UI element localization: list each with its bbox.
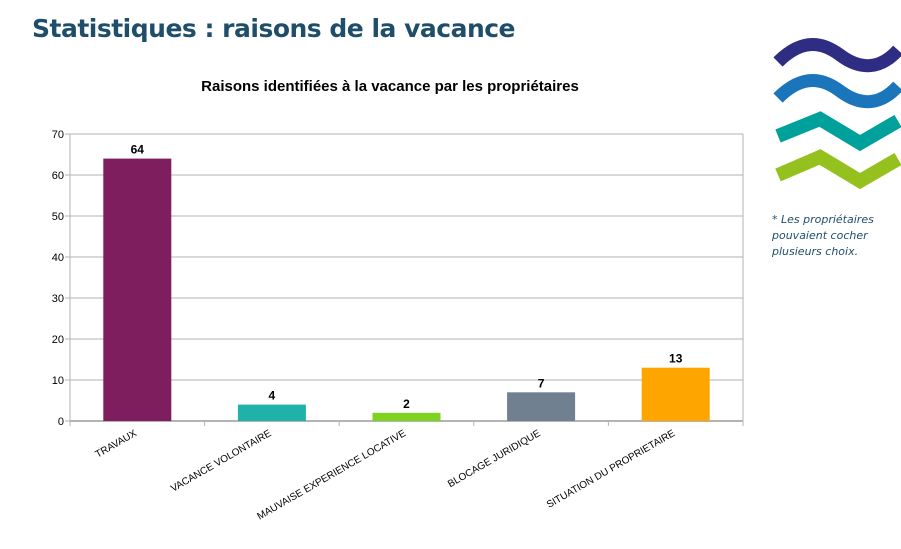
category-label: MAUVAISE EXPERIENCE LOCATIVE xyxy=(256,428,409,523)
category-label: TRAVAUX xyxy=(94,428,139,461)
data-label: 64 xyxy=(131,143,145,157)
bar xyxy=(372,412,441,421)
logo-chevron-1 xyxy=(775,111,901,152)
bar xyxy=(641,367,710,421)
y-tick-label: 0 xyxy=(58,416,64,428)
page-title: Statistiques : raisons de la vacance xyxy=(32,14,516,43)
y-tick-label: 60 xyxy=(52,170,64,182)
logo-wave-1 xyxy=(773,38,901,73)
y-tick-label: 20 xyxy=(52,334,64,346)
category-label: BLOCAGE JURIDIQUE xyxy=(446,428,543,490)
chart-title: Raisons identifiées à la vacance par les… xyxy=(201,78,579,95)
data-label: 7 xyxy=(538,376,545,390)
bar xyxy=(507,392,576,421)
logo-wave-2 xyxy=(773,74,901,109)
category-label: VACANCE VOLONTAIRE xyxy=(169,428,274,495)
data-label: 13 xyxy=(669,352,683,366)
data-label: 2 xyxy=(403,397,410,411)
bar xyxy=(103,158,172,421)
y-tick-label: 40 xyxy=(52,252,64,264)
logo-chevron-2 xyxy=(775,149,901,190)
data-label: 4 xyxy=(269,389,276,403)
y-tick-label: 70 xyxy=(52,129,64,141)
y-tick-label: 30 xyxy=(52,293,64,305)
category-label: SITUATION DU PROPRIETAIRE xyxy=(545,428,677,511)
footnote: * Les propriétaires pouvaient cocher plu… xyxy=(772,213,874,258)
bar xyxy=(237,404,306,421)
y-tick-label: 50 xyxy=(52,211,64,223)
y-tick-label: 10 xyxy=(52,375,64,387)
